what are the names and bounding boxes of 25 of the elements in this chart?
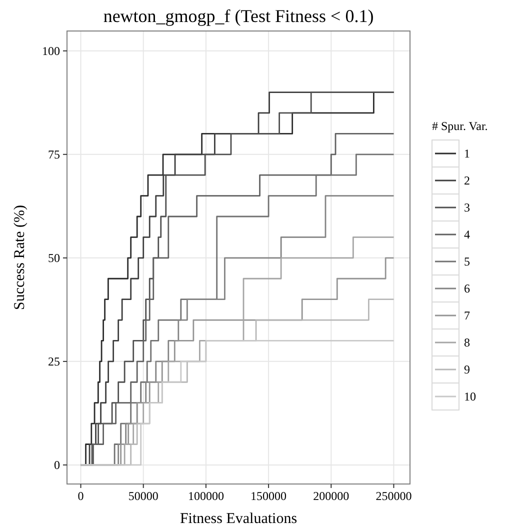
legend-label: 6 [464,282,470,296]
y-tick-label: 75 [48,147,60,162]
x-tick-label: 100000 [188,489,224,503]
y-tick-label: 100 [42,44,60,58]
x-tick-label: 250000 [376,489,412,503]
legend-label: 4 [464,228,470,242]
x-tick-label: 150000 [250,489,287,503]
x-tick-label: 200000 [313,489,350,503]
legend-label: 3 [464,200,470,214]
legend-label: 5 [464,254,470,268]
legend-title: # Spur. Var. [432,119,488,133]
x-tick-label: 0 [78,489,84,503]
legend-label: 1 [464,146,470,160]
legend-label: 10 [464,390,476,404]
chart-title: newton_gmogp_f (Test Fitness < 0.1) [103,6,374,26]
legend-label: 8 [464,336,470,350]
y-tick-label: 50 [48,250,60,265]
legend-label: 7 [464,308,470,322]
y-axis-title: Success Rate (%) [12,205,28,310]
legend-label: 2 [464,174,470,188]
x-tick-label: 50000 [128,489,158,503]
legend-label: 9 [464,362,470,376]
x-axis-title: Fitness Evaluations [180,511,298,527]
y-tick-label: 25 [48,354,60,368]
y-tick-label: 0 [54,458,60,472]
